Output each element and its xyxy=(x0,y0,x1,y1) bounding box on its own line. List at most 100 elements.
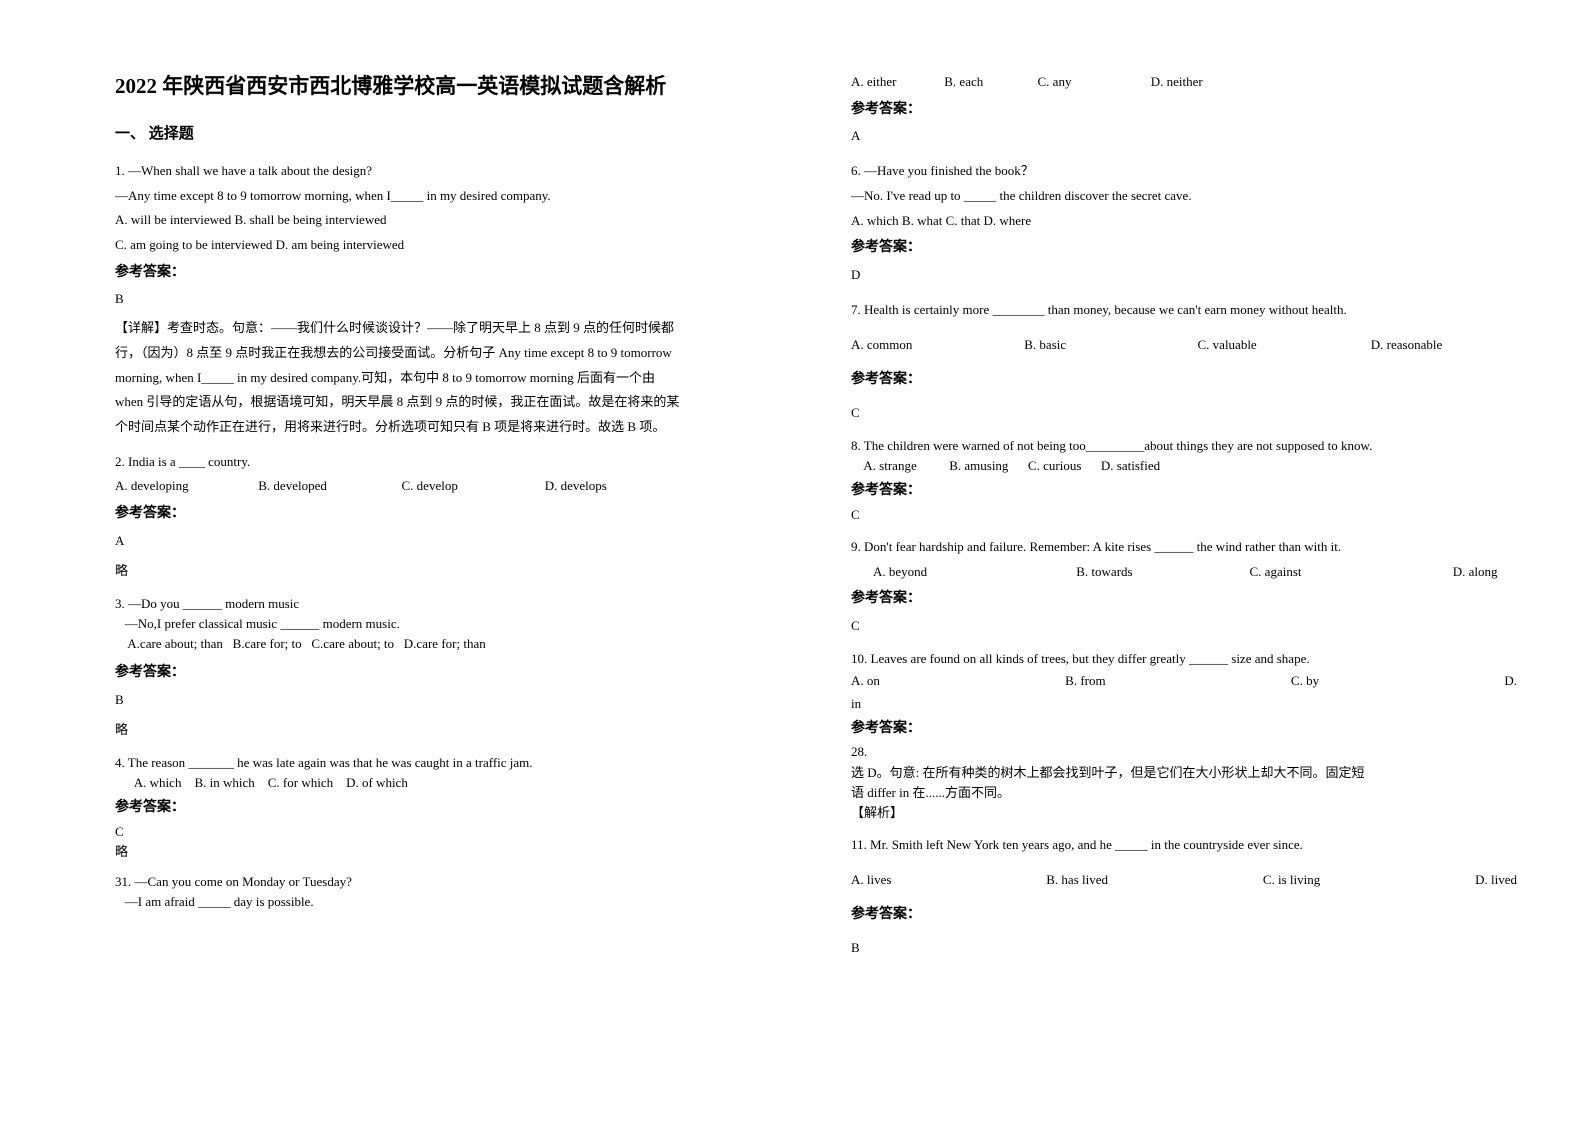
answer-label: 参考答案： xyxy=(115,795,781,822)
q2-d: D. develops xyxy=(545,474,607,499)
q4-brief: 略 xyxy=(115,842,781,862)
q31-c: C. any xyxy=(1038,70,1148,95)
q9-stem: 9. Don't fear hardship and failure. Reme… xyxy=(851,535,1517,560)
question-3: 3. —Do you ______ modern music —No,I pre… xyxy=(115,594,781,743)
q3-brief: 略 xyxy=(115,717,781,743)
question-1: 1. —When shall we have a talk about the … xyxy=(115,159,781,440)
answer-label: 参考答案： xyxy=(851,97,1517,124)
q10-d: D. xyxy=(1504,669,1517,694)
q10-l3: in xyxy=(851,694,1517,714)
question-8: 8. The children were warned of not being… xyxy=(851,436,1517,525)
question-9: 9. Don't fear hardship and failure. Reme… xyxy=(851,535,1517,639)
q1-expl2: 行，（因为）8 点至 9 点时我正在我想去的公司接受面试。分析句子 Any ti… xyxy=(115,341,781,366)
q9-a: A. beyond xyxy=(873,560,1073,585)
q31-l1: 31. —Can you come on Monday or Tuesday? xyxy=(115,872,781,892)
q8-l1: 8. The children were warned of not being… xyxy=(851,436,1517,456)
q7-answer: C xyxy=(851,400,1517,426)
question-31: 31. —Can you come on Monday or Tuesday? … xyxy=(115,872,781,912)
q2-answer: A xyxy=(115,528,781,554)
q9-b: B. towards xyxy=(1076,560,1246,585)
q10-options: A. on B. from C. by D. xyxy=(851,669,1517,694)
question-10: 10. Leaves are found on all kinds of tre… xyxy=(851,649,1517,823)
question-7: 7. Health is certainly more ________ tha… xyxy=(851,298,1517,426)
q1-expl1: 【详解】考查时态。句意：——我们什么时候谈设计？——除了明天早上 8 点到 9 … xyxy=(115,316,781,341)
answer-label: 参考答案： xyxy=(851,586,1517,613)
q4-l1: 4. The reason _______ he was late again … xyxy=(115,753,781,773)
q1-line2: —Any time except 8 to 9 tomorrow morning… xyxy=(115,184,781,209)
q11-a: A. lives xyxy=(851,868,891,893)
q2-options: A. developing B. developed C. develop D.… xyxy=(115,474,781,499)
q9-answer: C xyxy=(851,613,1517,639)
question-6: 6. —Have you finished the book？ —No. I'v… xyxy=(851,159,1517,288)
q11-stem: 11. Mr. Smith left New York ten years ag… xyxy=(851,833,1517,858)
q8-answer: C xyxy=(851,505,1517,525)
right-column: A. either B. each C. any D. neither 参考答案… xyxy=(821,70,1537,1082)
q10-a: A. on xyxy=(851,669,880,694)
question-11: 11. Mr. Smith left New York ten years ag… xyxy=(851,833,1517,961)
page-title: 2022 年陕西省西安市西北博雅学校高一英语模拟试题含解析 xyxy=(115,70,781,100)
q31-l2: —I am afraid _____ day is possible. xyxy=(115,892,781,912)
q6-answer: D xyxy=(851,262,1517,288)
q1-line1: 1. —When shall we have a talk about the … xyxy=(115,159,781,184)
q6-l3: A. which B. what C. that D. where xyxy=(851,209,1517,234)
left-column: 2022 年陕西省西安市西北博雅学校高一英语模拟试题含解析 一、 选择题 1. … xyxy=(95,70,821,1082)
answer-label: 参考答案： xyxy=(851,235,1517,262)
q2-stem: 2. India is a ____ country. xyxy=(115,450,781,475)
q8-l2: A. strange B. amusing C. curious D. sati… xyxy=(851,456,1517,476)
q7-stem: 7. Health is certainly more ________ tha… xyxy=(851,298,1517,323)
q10-e1: 选 D。句意: 在所有种类的树木上都会找到叶子，但是它们在大小形状上却大不同。固… xyxy=(851,763,1517,783)
answer-label: 参考答案： xyxy=(851,716,1517,743)
q9-options: A. beyond B. towards C. against D. along xyxy=(851,560,1517,585)
q2-c: C. develop xyxy=(402,474,542,499)
section-header: 一、 选择题 xyxy=(115,122,781,143)
q10-b: B. from xyxy=(1065,669,1105,694)
q31-answer: A xyxy=(851,123,1517,149)
q11-d: D. lived xyxy=(1475,868,1517,893)
q9-d: D. along xyxy=(1453,560,1498,585)
q2-a: A. developing xyxy=(115,474,255,499)
q3-l2: —No,I prefer classical music ______ mode… xyxy=(115,614,781,634)
q4-answer: C xyxy=(115,822,781,842)
question-31-opts: A. either B. each C. any D. neither 参考答案… xyxy=(851,70,1517,149)
q7-c: C. valuable xyxy=(1198,333,1368,358)
q4-l2: A. which B. in which C. for which D. of … xyxy=(115,773,781,793)
answer-label: 参考答案： xyxy=(851,367,1517,394)
q7-a: A. common xyxy=(851,333,1021,358)
q3-l3: A.care about; than B.care for; to C.care… xyxy=(115,634,781,654)
q3-answer: B xyxy=(115,687,781,713)
q10-l1: 10. Leaves are found on all kinds of tre… xyxy=(851,649,1517,669)
q1-expl4: when 引导的定语从句，根据语境可知，明天早晨 8 点到 9 点的时候，我正在… xyxy=(115,390,781,415)
q1-optA: A. will be interviewed B. shall be being… xyxy=(115,208,781,233)
answer-label: 参考答案： xyxy=(851,902,1517,929)
q10-ans: 28. xyxy=(851,742,1517,762)
question-2: 2. India is a ____ country. A. developin… xyxy=(115,450,781,584)
q10-e3: 【解析】 xyxy=(851,803,1517,823)
q31-b: B. each xyxy=(944,70,1034,95)
q31-options: A. either B. each C. any D. neither xyxy=(851,70,1517,95)
q7-d: D. reasonable xyxy=(1371,333,1442,358)
q10-c: C. by xyxy=(1291,669,1319,694)
q9-c: C. against xyxy=(1250,560,1450,585)
answer-label: 参考答案： xyxy=(851,478,1517,505)
answer-label: 参考答案： xyxy=(115,260,781,287)
q7-b: B. basic xyxy=(1024,333,1194,358)
q2-brief: 略 xyxy=(115,558,781,584)
q11-options: A. lives B. has lived C. is living D. li… xyxy=(851,868,1517,893)
q10-e2: 语 differ in 在......方面不同。 xyxy=(851,783,1517,803)
q2-b: B. developed xyxy=(258,474,398,499)
q1-expl5: 个时间点某个动作正在进行，用将来进行时。分析选项可知只有 B 项是将来进行时。故… xyxy=(115,415,781,440)
q1-optB: C. am going to be interviewed D. am bein… xyxy=(115,233,781,258)
answer-label: 参考答案： xyxy=(115,501,781,528)
q7-options: A. common B. basic C. valuable D. reason… xyxy=(851,333,1517,358)
q1-expl3: morning, when I_____ in my desired compa… xyxy=(115,366,781,391)
q11-c: C. is living xyxy=(1263,868,1320,893)
q11-b: B. has lived xyxy=(1046,868,1108,893)
question-4: 4. The reason _______ he was late again … xyxy=(115,753,781,862)
q3-l1: 3. —Do you ______ modern music xyxy=(115,594,781,614)
answer-label: 参考答案： xyxy=(115,660,781,687)
q6-l1: 6. —Have you finished the book？ xyxy=(851,159,1517,184)
q31-a: A. either xyxy=(851,70,941,95)
q6-l2: —No. I've read up to _____ the children … xyxy=(851,184,1517,209)
q31-d: D. neither xyxy=(1151,70,1203,95)
q11-answer: B xyxy=(851,935,1517,961)
